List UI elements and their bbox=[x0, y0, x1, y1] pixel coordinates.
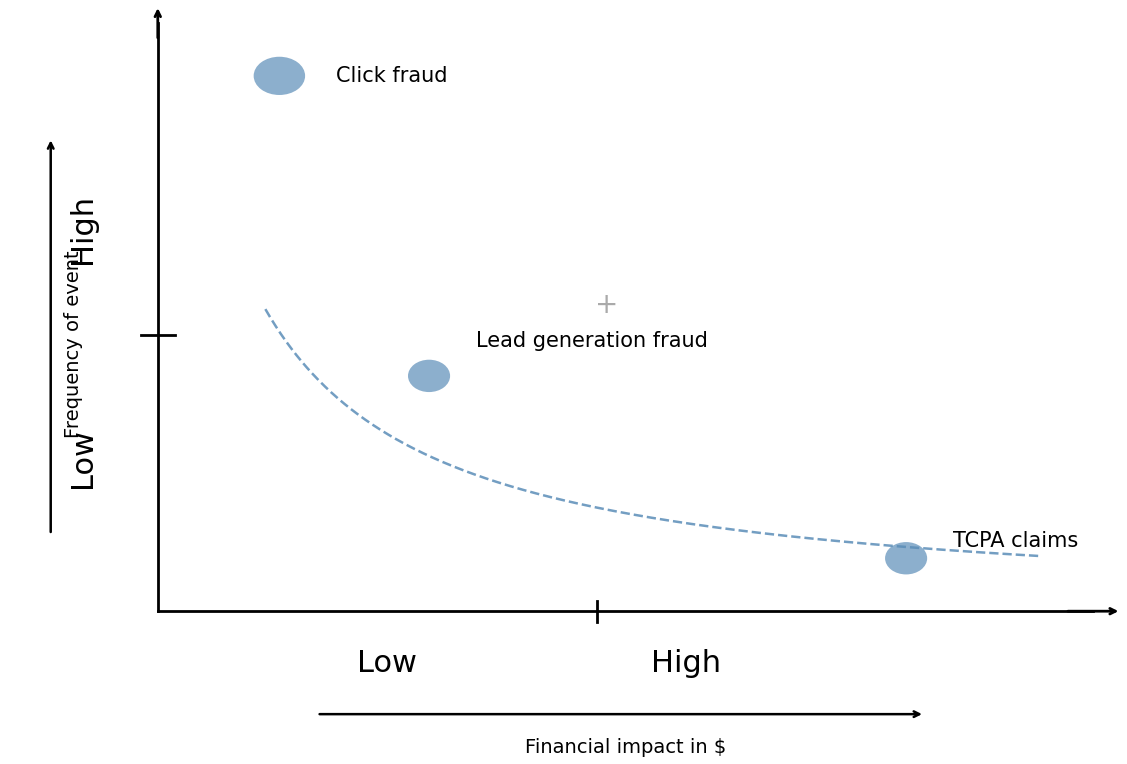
Text: Financial impact in $: Financial impact in $ bbox=[525, 738, 726, 756]
Text: High: High bbox=[651, 649, 721, 678]
Text: TCPA claims: TCPA claims bbox=[953, 531, 1079, 551]
Ellipse shape bbox=[408, 360, 450, 392]
Text: Click fraud: Click fraud bbox=[336, 66, 447, 86]
Text: Lead generation fraud: Lead generation fraud bbox=[476, 331, 708, 351]
Text: Frequency of event: Frequency of event bbox=[64, 250, 82, 438]
Text: High: High bbox=[68, 194, 97, 264]
Text: +: + bbox=[595, 291, 619, 319]
Text: Low: Low bbox=[357, 649, 417, 678]
Ellipse shape bbox=[254, 57, 305, 95]
Ellipse shape bbox=[885, 542, 928, 575]
Text: Low: Low bbox=[68, 429, 97, 488]
